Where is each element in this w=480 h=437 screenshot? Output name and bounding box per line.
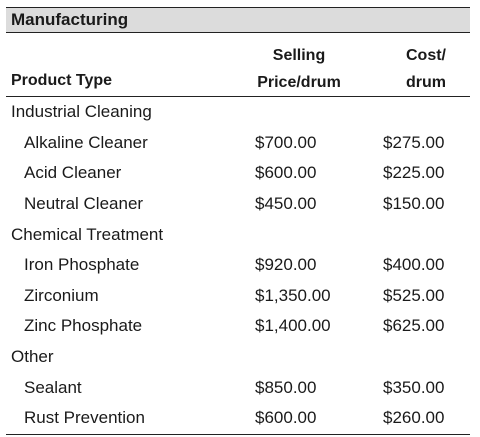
- product-name: Neutral Cleaner: [24, 194, 144, 214]
- selling-price: $600.00: [255, 408, 317, 428]
- header-cost-line2: drum: [406, 74, 446, 91]
- table-row: Alkaline Cleaner $700.00 $275.00: [6, 128, 470, 159]
- table-row: Acid Cleaner $600.00 $225.00: [6, 158, 470, 189]
- category-row: Industrial Cleaning: [6, 97, 470, 128]
- selling-price: $1,400.00: [255, 316, 331, 336]
- product-name: Acid Cleaner: [24, 163, 122, 183]
- product-name: Iron Phosphate: [24, 255, 140, 275]
- table-row: Zinc Phosphate $1,400.00 $625.00: [6, 311, 470, 342]
- cost-per-drum: $275.00: [383, 132, 445, 152]
- table-row: Iron Phosphate $920.00 $400.00: [6, 250, 470, 281]
- header-selling-price-line1: Selling: [272, 47, 326, 64]
- cost-per-drum: $525.00: [383, 285, 445, 305]
- table-row: Sealant $850.00 $350.00: [6, 372, 470, 403]
- table-row: Neutral Cleaner $450.00 $150.00: [6, 189, 470, 220]
- product-name: Zirconium: [24, 285, 99, 305]
- manufacturing-table: Manufacturing Product Type Selling Price…: [6, 7, 470, 435]
- table-body: Industrial Cleaning Alkaline Cleaner $70…: [6, 97, 470, 435]
- cost-per-drum: $260.00: [383, 408, 445, 428]
- selling-price: $600.00: [255, 163, 317, 183]
- product-name: Rust Prevention: [24, 408, 145, 428]
- table-title: Manufacturing: [6, 7, 470, 33]
- table-row: Zirconium $1,350.00 $525.00: [6, 281, 470, 312]
- category-row: Chemical Treatment: [6, 219, 470, 250]
- product-name: Zinc Phosphate: [24, 316, 143, 336]
- category-name: Other: [11, 347, 54, 367]
- table-title-text: Manufacturing: [11, 10, 129, 29]
- cost-per-drum: $150.00: [383, 194, 445, 214]
- product-name: Alkaline Cleaner: [24, 132, 148, 152]
- selling-price: $850.00: [255, 377, 317, 397]
- table-header: Product Type Selling Price/drum Cost/ dr…: [6, 33, 470, 97]
- product-name: Sealant: [24, 377, 82, 397]
- header-product-type: Product Type: [11, 72, 113, 89]
- category-name: Chemical Treatment: [11, 224, 164, 244]
- selling-price: $700.00: [255, 132, 317, 152]
- header-selling-price: Selling Price/drum: [243, 42, 355, 96]
- header-selling-price-line2: Price/drum: [257, 74, 341, 91]
- category-row: Other: [6, 342, 470, 373]
- table-row: Rust Prevention $600.00 $260.00: [6, 403, 470, 434]
- selling-price: $450.00: [255, 194, 317, 214]
- cost-per-drum: $400.00: [383, 255, 445, 275]
- selling-price: $1,350.00: [255, 285, 331, 305]
- header-cost: Cost/ drum: [390, 42, 462, 96]
- cost-per-drum: $350.00: [383, 377, 445, 397]
- header-cost-line1: Cost/: [406, 47, 446, 64]
- category-name: Industrial Cleaning: [11, 102, 152, 122]
- cost-per-drum: $625.00: [383, 316, 445, 336]
- selling-price: $920.00: [255, 255, 317, 275]
- cost-per-drum: $225.00: [383, 163, 445, 183]
